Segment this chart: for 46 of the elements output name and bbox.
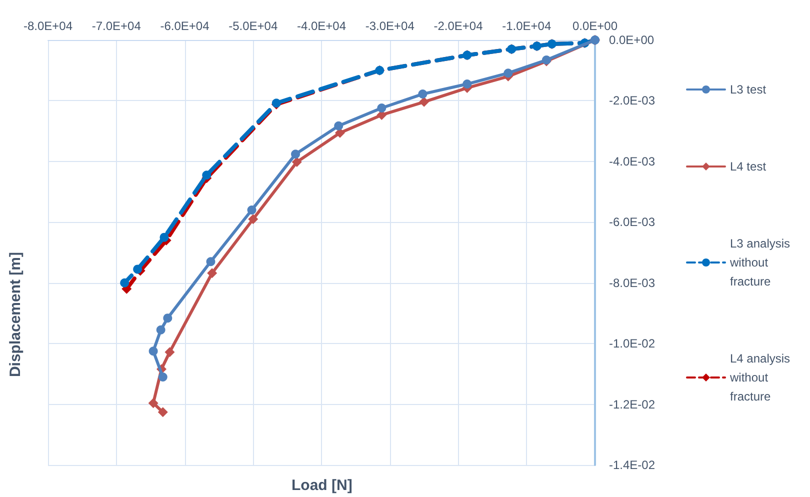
point (291, 150, 300, 159)
y-tick-label: -1.2E-02 (609, 397, 656, 412)
y-tick-label: -1.0E-02 (609, 336, 656, 351)
point (248, 214, 258, 224)
x-tick-label: -6.0E+04 (160, 19, 210, 33)
point (247, 206, 256, 214)
x-tick-label: -8.0E+04 (23, 19, 73, 33)
point (133, 264, 142, 274)
x-tick-label: -1.0E+04 (502, 19, 552, 33)
point (160, 232, 169, 242)
x-tick-label: -4.0E+04 (296, 19, 346, 33)
point (334, 121, 344, 130)
x-tick-label: -2.0E+04 (434, 19, 484, 33)
point (158, 407, 168, 418)
x-tick-label: -7.0E+04 (92, 19, 142, 33)
point (148, 398, 158, 408)
legend-label: L4 test (730, 160, 767, 174)
point (419, 96, 430, 107)
y-tick-label: -8.0E-03 (609, 276, 656, 290)
point (462, 80, 472, 89)
point (156, 325, 166, 334)
y-tick-label: -1.4E-02 (609, 458, 656, 472)
point (418, 90, 428, 99)
x-axis-title: Load [N] (292, 477, 352, 494)
x-tick-label: -3.0E+04 (365, 19, 415, 33)
point (120, 278, 130, 288)
y-tick-label: -4.0E-03 (609, 154, 656, 168)
y-tick-label: 0.0E+00 (609, 33, 654, 47)
legend-label: L3 test (730, 82, 767, 96)
x-tick-label: -5.0E+04 (228, 19, 278, 33)
point (202, 170, 212, 180)
x-tick-label: 0.0E+00 (572, 19, 618, 33)
point (206, 257, 216, 266)
point (377, 104, 386, 112)
point (207, 268, 218, 278)
point (148, 346, 158, 356)
point (164, 347, 175, 358)
legend-label: L3 analysis without fracture (729, 236, 794, 288)
point (163, 314, 172, 323)
y-tick-label: -6.0E-03 (609, 215, 656, 230)
legend-label: L4 analysis without fracture (729, 352, 794, 404)
point (158, 372, 168, 382)
point (504, 68, 513, 78)
y-axis-title: Displacement [m] (7, 252, 24, 378)
point (292, 157, 302, 168)
y-tick-label: -2.0E-03 (609, 94, 656, 108)
